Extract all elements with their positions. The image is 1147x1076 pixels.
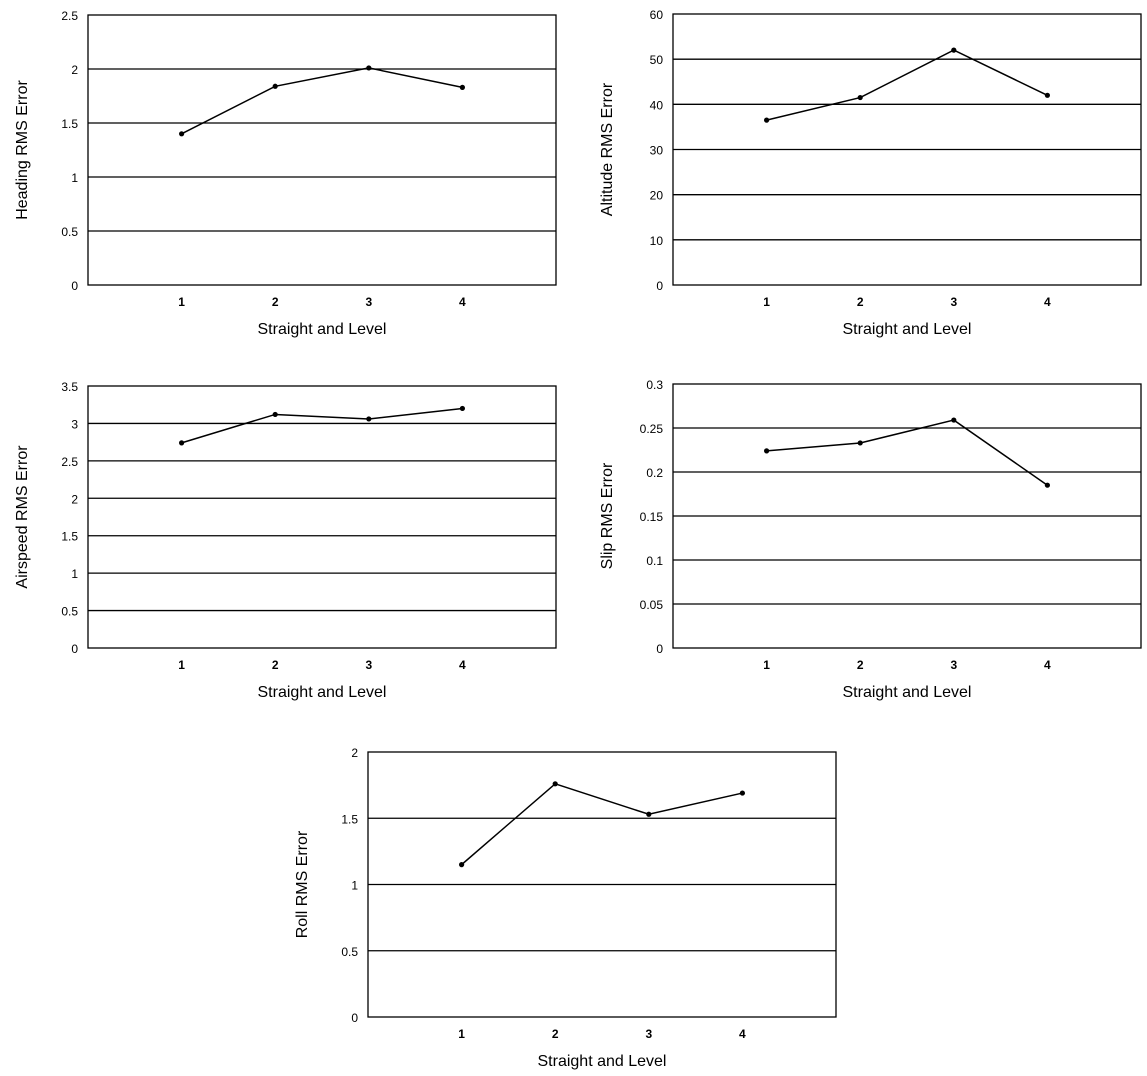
data-point xyxy=(459,84,465,90)
x-tick-label: 4 xyxy=(1044,295,1051,309)
x-tick-label: 3 xyxy=(365,295,372,309)
y-tick-label: 30 xyxy=(650,144,664,158)
chart-panel-1: 0 0.5 1 1.5 2 2.5 1 2 3 4 Straight and Level Headin… xyxy=(14,9,557,338)
y-tick-label: 0 xyxy=(656,279,663,293)
y-tick-label: 1.5 xyxy=(341,812,358,826)
x-axis-label: Straight and Level xyxy=(843,321,972,338)
plot-area xyxy=(87,14,557,286)
data-point xyxy=(366,416,372,422)
data-point xyxy=(739,790,746,796)
plot-area xyxy=(87,385,557,649)
x-tick-label: 2 xyxy=(857,295,864,309)
data-point xyxy=(459,405,465,412)
data-point xyxy=(272,83,278,89)
x-tick-label: 3 xyxy=(950,658,957,672)
x-tick-label: 4 xyxy=(739,1027,746,1041)
y-tick-label: 10 xyxy=(650,234,664,248)
data-point xyxy=(764,448,770,454)
data-point xyxy=(951,417,957,423)
y-tick-label: 0.3 xyxy=(646,378,663,392)
x-axis-label: Straight and Level xyxy=(538,1053,667,1070)
chart-panel-2: 0 10 20 30 40 50 60 1 2 3 4 Straight and Level Altit… xyxy=(599,8,1142,338)
x-tick-label: 3 xyxy=(645,1027,652,1041)
x-axis-label: Straight and Level xyxy=(843,684,972,701)
series-line xyxy=(181,67,463,135)
data-point xyxy=(366,65,372,71)
data-point xyxy=(179,131,185,137)
y-tick-label: 2.5 xyxy=(61,9,78,23)
x-tick-label: 4 xyxy=(1044,658,1051,672)
y-tick-label: 2.5 xyxy=(61,455,78,469)
data-point xyxy=(1044,482,1050,488)
x-tick-label: 2 xyxy=(272,658,279,672)
y-tick-label: 20 xyxy=(650,189,664,203)
x-tick-label: 1 xyxy=(178,295,185,309)
y-axis-label: Heading RMS Error xyxy=(14,80,31,220)
data-point xyxy=(951,47,957,53)
y-tick-label: 0.5 xyxy=(341,945,358,959)
data-point xyxy=(1044,92,1050,98)
x-tick-label: 3 xyxy=(950,295,957,309)
y-tick-label: 0 xyxy=(71,642,78,656)
y-axis-label: Airspeed RMS Error xyxy=(14,445,31,589)
y-tick-label: 0 xyxy=(351,1011,358,1025)
series-line xyxy=(766,49,1048,121)
y-tick-label: 2 xyxy=(71,492,78,506)
y-tick-label: 2 xyxy=(351,746,358,760)
chart-panel-3: 0 0.5 1 1.5 2 2.5 3 3.5 1 2 3 4 Straight and Level Ai… xyxy=(14,380,557,701)
series-line xyxy=(461,782,743,866)
y-tick-label: 3 xyxy=(71,417,78,431)
data-point xyxy=(857,440,863,446)
data-point xyxy=(646,811,652,817)
y-tick-label: 3.5 xyxy=(61,380,78,394)
data-point xyxy=(272,411,278,418)
x-tick-label: 2 xyxy=(272,295,279,309)
y-axis-label: Altitude RMS Error xyxy=(599,82,616,216)
y-tick-label: 0.15 xyxy=(640,510,664,524)
y-tick-label: 0.25 xyxy=(640,422,664,436)
y-tick-label: 0.2 xyxy=(646,466,663,480)
chart-panel-4: 0 0.05 0.1 0.15 0.2 0.25 0.3 1 2 3 4 Straight and L… xyxy=(599,378,1142,701)
y-tick-label: 0.1 xyxy=(646,554,663,568)
series-line xyxy=(766,419,1048,486)
y-tick-label: 0.5 xyxy=(61,225,78,239)
y-tick-label: 1 xyxy=(351,879,358,893)
data-point xyxy=(764,117,770,123)
data-point xyxy=(552,781,558,787)
y-tick-label: 0 xyxy=(656,642,663,656)
y-tick-label: 0 xyxy=(71,279,78,293)
y-tick-label: 0.05 xyxy=(640,598,664,612)
y-tick-label: 50 xyxy=(650,53,664,67)
y-axis-label: Slip RMS Error xyxy=(599,462,616,569)
y-tick-label: 1.5 xyxy=(61,117,78,131)
x-tick-label: 1 xyxy=(763,658,770,672)
y-tick-label: 40 xyxy=(650,98,664,112)
x-tick-label: 2 xyxy=(552,1027,559,1041)
data-point xyxy=(459,862,465,868)
y-tick-label: 1 xyxy=(71,171,78,185)
x-tick-label: 1 xyxy=(458,1027,465,1041)
y-tick-label: 60 xyxy=(650,8,664,22)
x-tick-label: 2 xyxy=(857,658,864,672)
y-tick-label: 2 xyxy=(71,63,78,77)
y-tick-label: 1 xyxy=(71,567,78,581)
series-line xyxy=(181,407,463,444)
x-axis-label: Straight and Level xyxy=(258,321,387,338)
x-tick-label: 1 xyxy=(763,295,770,309)
y-tick-label: 1.5 xyxy=(61,530,78,544)
y-axis-label: Roll RMS Error xyxy=(294,830,311,938)
x-tick-label: 4 xyxy=(459,295,466,309)
data-point xyxy=(857,94,863,101)
x-tick-label: 1 xyxy=(178,658,185,672)
chart-panel-5: 0 0.5 1 1.5 2 1 2 3 4 Straight and Level Roll RMS … xyxy=(294,746,837,1070)
x-axis-label: Straight and Level xyxy=(258,684,387,701)
x-tick-label: 4 xyxy=(459,658,466,672)
data-point xyxy=(179,440,185,446)
y-tick-label: 0.5 xyxy=(61,605,78,619)
x-tick-label: 3 xyxy=(365,658,372,672)
